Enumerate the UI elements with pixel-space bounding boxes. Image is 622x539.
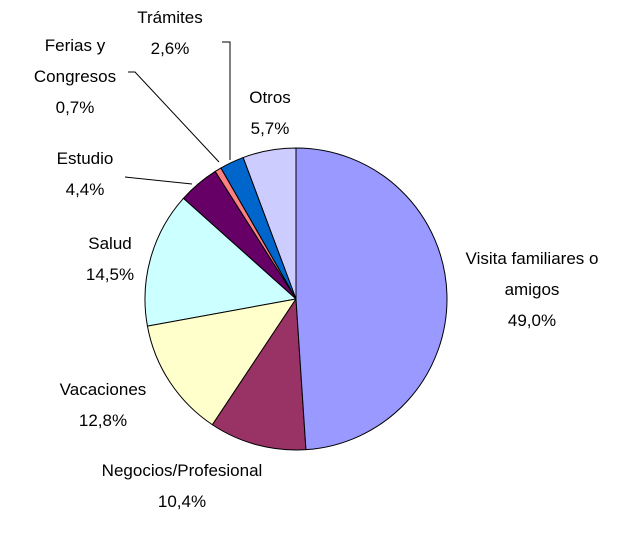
leader-line xyxy=(222,41,231,160)
category-label: Otros xyxy=(249,88,291,107)
value-label: 10,4% xyxy=(157,492,207,511)
slice-label: Visita familiares o amigos 49,0% xyxy=(452,243,612,336)
pie-slice xyxy=(146,298,298,426)
value-label: 2,6% xyxy=(150,39,190,58)
pie-slice xyxy=(144,197,298,327)
slice-label: Ferias y Congresos 0,7% xyxy=(10,30,140,123)
value-label: 14,5% xyxy=(85,265,135,284)
category-label: Trámites xyxy=(137,8,203,27)
category-label: Visita familiares o amigos xyxy=(465,249,599,299)
value-label: 5,7% xyxy=(250,119,290,138)
slice-label: Vacaciones 12,8% xyxy=(33,374,173,436)
leader-line xyxy=(124,176,193,185)
category-label: Estudio xyxy=(56,149,114,168)
slice-label: Estudio 4,4% xyxy=(35,143,135,205)
value-label: 12,8% xyxy=(78,411,128,430)
slice-label: Salud 14,5% xyxy=(60,228,160,290)
value-label: 49,0% xyxy=(507,311,557,330)
pie-slice xyxy=(295,147,448,451)
pie-slice xyxy=(211,297,307,451)
value-label: 4,4% xyxy=(65,180,105,199)
value-label: 0,7% xyxy=(55,98,95,117)
category-label: Ferias y Congresos xyxy=(33,36,117,86)
category-label: Salud xyxy=(88,234,132,253)
slice-label: Trámites 2,6% xyxy=(120,2,220,64)
leader-line xyxy=(128,71,220,163)
category-label: Negocios/Profesional xyxy=(101,461,263,480)
slice-label: Negocios/Profesional 10,4% xyxy=(90,455,275,517)
slice-label: Otros 5,7% xyxy=(230,82,310,144)
category-label: Vacaciones xyxy=(59,380,147,399)
